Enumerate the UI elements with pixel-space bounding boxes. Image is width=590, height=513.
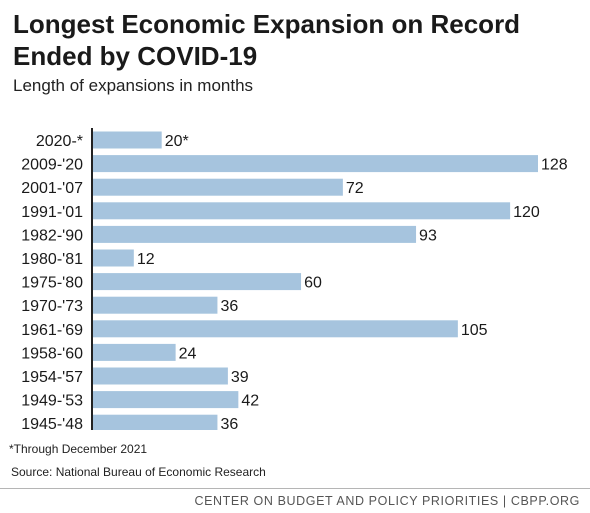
bar	[93, 178, 343, 196]
category-label: 1961-'69	[21, 322, 83, 339]
bar	[93, 367, 228, 385]
category-label: 1982-'90	[21, 227, 83, 244]
category-label: 1991-'01	[21, 204, 83, 221]
chart-title: Longest Economic Expansion on Record End…	[13, 9, 521, 71]
category-label: 1970-'73	[21, 298, 83, 315]
bar	[93, 296, 218, 314]
category-label: 1954-'57	[21, 369, 83, 386]
footnote: *Through December 2021	[9, 442, 148, 456]
category-label: 2009-'20	[21, 157, 83, 174]
bar	[93, 155, 538, 173]
category-label: 1949-'53	[21, 393, 83, 410]
value-label: 105	[461, 322, 488, 339]
bar	[93, 131, 162, 149]
value-label: 93	[419, 227, 437, 244]
chart-subtitle: Length of expansions in months	[13, 76, 254, 95]
value-label: 39	[231, 369, 249, 386]
bars-layer	[93, 131, 538, 430]
value-label: 36	[220, 416, 238, 430]
bar	[93, 273, 302, 291]
bar	[93, 249, 134, 267]
bar	[93, 391, 239, 409]
bar	[93, 320, 458, 338]
bar	[93, 202, 511, 220]
value-label: 24	[179, 345, 197, 362]
category-label: 1980-'81	[21, 251, 83, 268]
value-label: 72	[346, 180, 364, 197]
value-label: 20*	[165, 133, 189, 150]
category-label: 1945-'48	[21, 416, 83, 430]
value-label: 128	[541, 157, 568, 174]
bar	[93, 225, 417, 243]
category-label: 1958-'60	[21, 345, 83, 362]
value-label: 60	[304, 275, 322, 292]
brand-credit: CENTER ON BUDGET AND POLICY PRIORITIES |…	[194, 494, 580, 508]
bar-chart: 2020-* 20* 2009-'20 128 2001-'07 72 1991-'01 12…	[21, 128, 568, 430]
value-label: 120	[513, 204, 540, 221]
category-label: 2001-'07	[21, 180, 83, 197]
value-label: 36	[220, 298, 238, 315]
category-label: 2020-*	[36, 133, 83, 150]
category-label: 1975-'80	[21, 275, 83, 292]
bar	[93, 414, 218, 430]
footer-divider	[0, 488, 590, 489]
value-label: 12	[137, 251, 155, 268]
value-label: 42	[241, 393, 259, 410]
source-note: Source: National Bureau of Economic Rese…	[11, 465, 266, 479]
bar	[93, 343, 176, 361]
labels-layer: 2020-* 20* 2009-'20 128 2001-'07 72 1991-'01 12…	[21, 133, 568, 430]
